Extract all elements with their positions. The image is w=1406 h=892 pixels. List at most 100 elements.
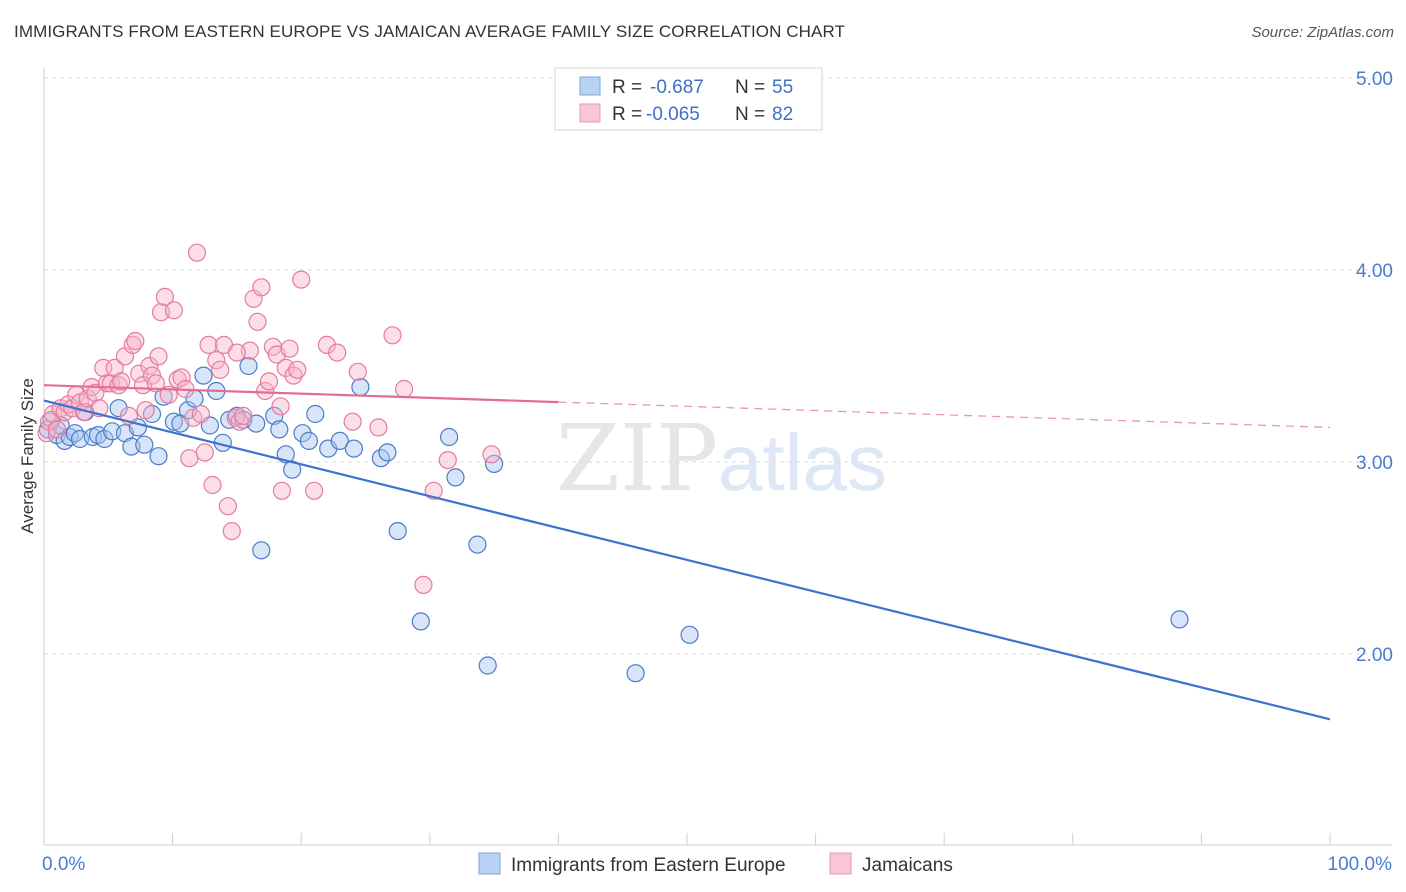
- trend-line-eastern-europe: [43, 399, 1331, 721]
- bottom-legend-swatch-pink: [829, 852, 852, 875]
- legend-r-value-2: -0.065: [646, 104, 700, 125]
- eastern-europe-point-57: [1170, 610, 1189, 629]
- jamaicans-point-81: [227, 343, 246, 362]
- series-jamaicans-points: [37, 243, 501, 595]
- legend-n-label-2: N =: [735, 104, 765, 125]
- jamaicans-point-64: [280, 339, 299, 358]
- bottom-legend-swatch-blue: [478, 852, 501, 875]
- jamaicans-point-31: [149, 347, 168, 366]
- eastern-europe-point-43: [330, 431, 349, 450]
- jamaicans-point-59: [259, 372, 279, 391]
- eastern-europe-point-52: [468, 535, 487, 554]
- jamaicans-point-58: [256, 381, 275, 401]
- jamaicans-point-76: [414, 575, 433, 595]
- eastern-europe-point-45: [351, 378, 370, 397]
- y-tick-label-4.00: 4.00: [1356, 261, 1393, 282]
- eastern-europe-point-36: [270, 420, 289, 439]
- legend-r-value-1: -0.687: [650, 77, 704, 98]
- legend-swatch-blue: [579, 76, 601, 96]
- jamaicans-point-3: [47, 420, 67, 439]
- jamaicans-point-39: [180, 449, 199, 468]
- y-tick-label-2.00: 2.00: [1356, 645, 1393, 666]
- jamaicans-point-37: [172, 368, 191, 387]
- y-tick-label-3.00: 3.00: [1356, 453, 1393, 474]
- jamaicans-point-0: [37, 424, 56, 443]
- eastern-europe-point-17: [135, 435, 154, 454]
- jamaicans-point-33: [155, 287, 174, 306]
- bottom-legend-label-jamaicans: Jamaicans: [862, 855, 953, 876]
- jamaicans-point-70: [328, 343, 347, 362]
- jamaicans-point-47: [211, 360, 230, 379]
- jamaicans-point-57: [252, 278, 271, 297]
- jamaicans-point-42: [191, 404, 210, 424]
- trend-line-jamaicans-dashed: [558, 401, 1331, 429]
- eastern-europe-point-21: [164, 412, 183, 431]
- eastern-europe-point-34: [252, 541, 271, 560]
- legend-r-label-2: R =: [612, 104, 642, 125]
- jamaicans-point-27: [136, 401, 155, 420]
- eastern-europe-point-56: [680, 625, 699, 644]
- jamaicans-point-34: [159, 385, 178, 404]
- jamaicans-point-79: [482, 445, 501, 464]
- legend-n-value-1: 55: [772, 77, 793, 98]
- jamaicans-point-62: [271, 397, 290, 416]
- legend-n-value-2: 82: [772, 104, 793, 125]
- bottom-legend: Immigrants from Eastern Europe Jamaicans: [478, 852, 953, 876]
- x-tick-label-max: 100.0%: [1328, 854, 1393, 875]
- jamaicans-point-49: [218, 497, 237, 516]
- jamaicans-point-73: [369, 418, 388, 437]
- chart-source: Source: ZipAtlas.com: [1251, 24, 1394, 41]
- legend-n-label-1: N =: [735, 77, 765, 98]
- eastern-europe-point-55: [626, 664, 645, 683]
- trend-line-jamaicans-solid: [43, 384, 559, 404]
- jamaicans-point-80: [272, 481, 291, 500]
- eastern-europe-point-11: [95, 429, 114, 449]
- eastern-europe-point-41: [306, 404, 325, 424]
- trend-lines: [43, 384, 1331, 721]
- eastern-europe-point-32: [239, 356, 258, 376]
- eastern-europe-point-40: [299, 431, 318, 450]
- jamaicans-point-66: [288, 360, 307, 379]
- jamaicans-point-35: [164, 301, 183, 320]
- eastern-europe-point-53: [478, 656, 497, 675]
- jamaicans-point-50: [222, 521, 241, 541]
- eastern-europe-point-44: [344, 439, 363, 458]
- jamaicans-point-56: [248, 312, 267, 331]
- jamaicans-point-46: [207, 351, 226, 370]
- jamaicans-point-67: [292, 270, 311, 289]
- eastern-europe-point-25: [194, 366, 213, 385]
- chart-title: IMMIGRANTS FROM EASTERN EUROPE VS JAMAIC…: [14, 22, 846, 41]
- jamaicans-point-75: [395, 379, 414, 399]
- eastern-europe-point-35: [265, 406, 284, 425]
- y-tick-label-5.00: 5.00: [1356, 69, 1393, 90]
- jamaicans-point-53: [234, 406, 253, 425]
- legend: R = -0.687 N = 55 R = -0.065 N = 82: [554, 67, 823, 131]
- eastern-europe-point-48: [388, 521, 407, 541]
- jamaicans-point-44: [199, 335, 218, 354]
- legend-swatch-pink: [579, 103, 601, 123]
- jamaicans-point-24: [126, 331, 145, 351]
- watermark-zip: ZIP: [556, 405, 718, 512]
- eastern-europe-point-50: [440, 427, 459, 447]
- jamaicans-point-43: [195, 443, 214, 462]
- series-eastern-europe-points: [38, 356, 1189, 683]
- legend-r-label-1: R =: [612, 77, 642, 98]
- jamaicans-point-71: [343, 412, 362, 431]
- y-axis-title: Average Family Size: [18, 378, 37, 534]
- jamaicans-point-69: [317, 335, 336, 354]
- jamaicans-point-45: [203, 475, 222, 495]
- jamaicans-point-68: [305, 481, 324, 500]
- jamaicans-point-74: [383, 326, 402, 345]
- eastern-europe-point-6: [65, 424, 85, 443]
- axes: [43, 68, 1392, 846]
- x-tick-label-min: 0.0%: [42, 854, 85, 875]
- jamaicans-point-20: [112, 372, 131, 391]
- watermark-atlas: atlas: [718, 418, 887, 507]
- eastern-europe-point-51: [446, 468, 465, 487]
- jamaicans-point-78: [438, 451, 457, 470]
- jamaicans-point-30: [146, 374, 165, 393]
- jamaicans-point-63: [276, 358, 295, 377]
- jamaicans-point-72: [348, 362, 367, 381]
- x-ticks: [43, 833, 1331, 845]
